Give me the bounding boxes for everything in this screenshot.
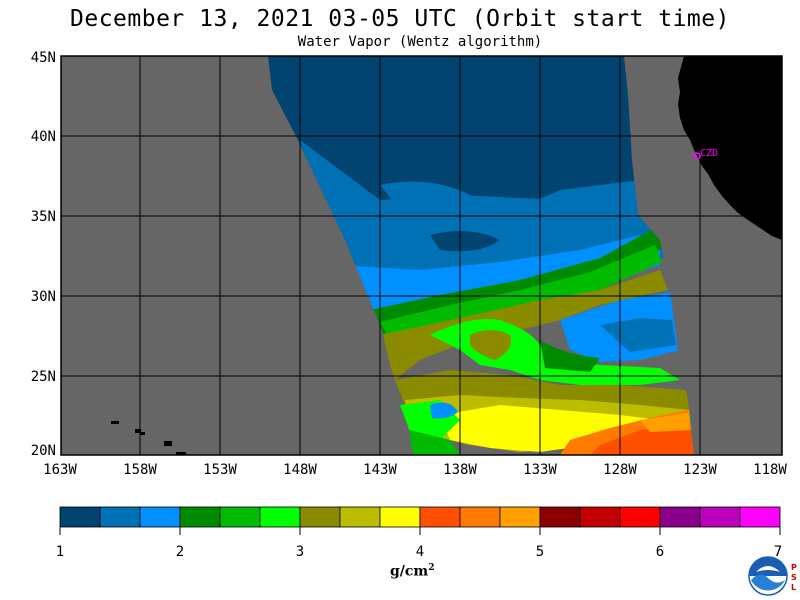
lon-label-143w: 143W: [363, 462, 397, 478]
lon-label-123w: 123W: [683, 462, 717, 478]
colorbar-swatch: [499, 506, 541, 528]
colorbar-swatch: [299, 506, 341, 528]
psl-text: P: [791, 563, 797, 572]
colorbar-swatch: [99, 506, 141, 528]
colorbar-swatch: [259, 506, 301, 528]
station-label: CZD: [700, 148, 718, 159]
colorbar-swatch: [379, 506, 421, 528]
lon-label-118w: 118W: [753, 462, 787, 478]
colorbar-tick-7: 7: [773, 544, 783, 560]
lat-lon-grid: [61, 56, 782, 455]
colorbar-tick-6: 6: [655, 544, 665, 560]
colorbar-tick-3: 3: [295, 544, 305, 560]
colorbar-swatch: [539, 506, 581, 528]
map-subtitle: Water Vapor (Wentz algorithm): [297, 34, 543, 50]
units-base: g/cm: [390, 563, 429, 580]
lat-label-30n: 30N: [30, 289, 56, 305]
psl-text-l: L: [791, 583, 796, 592]
lon-label-153w: 153W: [203, 462, 237, 478]
colorbar-swatch: [419, 506, 461, 528]
colorbar-swatch: [219, 506, 261, 528]
lat-label-45n: 45N: [30, 50, 56, 66]
lat-label-35n: 35N: [30, 209, 56, 225]
colorbar-swatch: [459, 506, 501, 528]
map-frame: [60, 55, 783, 456]
colorbar-tick-2: 2: [175, 544, 185, 560]
lat-label-25n: 25N: [30, 369, 56, 385]
units-exponent: 2: [428, 563, 435, 573]
colorbar-swatch: [659, 506, 701, 528]
psl-text-s: S: [791, 573, 797, 582]
colorbar-swatch: [59, 506, 101, 528]
colorbar-swatch: [699, 506, 741, 528]
colorbar-swatch: [619, 506, 661, 528]
colorbar-swatch: [579, 506, 621, 528]
lon-label-128w: 128W: [603, 462, 637, 478]
map-title: December 13, 2021 03-05 UTC (Orbit start…: [70, 6, 730, 32]
colorbar-swatch: [739, 506, 781, 528]
colorbar-tick-1: 1: [55, 544, 65, 560]
station-marker: [693, 152, 701, 160]
colorbar-units: g/cm2: [390, 563, 435, 580]
colorbar-swatch: [179, 506, 221, 528]
hawaii-islands: [111, 421, 186, 455]
lon-label-133w: 133W: [523, 462, 557, 478]
colorbar-tick-4: 4: [415, 544, 425, 560]
lon-label-158w: 158W: [123, 462, 157, 478]
colorbar-swatch: [139, 506, 181, 528]
lon-label-163w: 163W: [43, 462, 77, 478]
colorbar-swatch: [339, 506, 381, 528]
psl-logo: P S L: [791, 563, 797, 592]
land-mass: [678, 56, 782, 240]
lat-label-40n: 40N: [30, 129, 56, 145]
lon-label-148w: 148W: [283, 462, 317, 478]
colorbar: [59, 506, 781, 535]
colorbar-tick-5: 5: [535, 544, 545, 560]
lat-label-20n: 20N: [30, 443, 56, 459]
lon-label-138w: 138W: [443, 462, 477, 478]
noaa-logo: [748, 556, 788, 596]
